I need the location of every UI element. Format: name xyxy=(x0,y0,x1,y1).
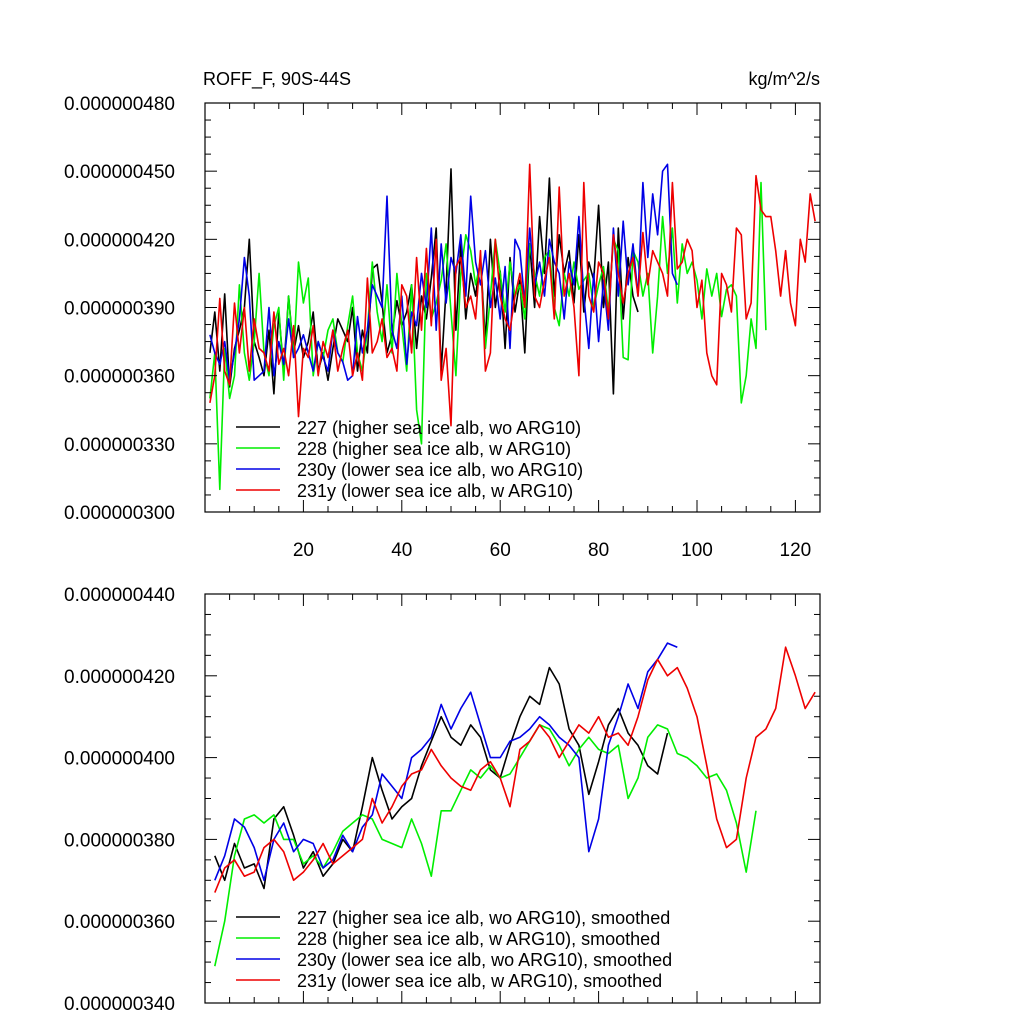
p1-series-line-2 xyxy=(209,163,679,382)
top-panel-raw: ROFF_F, 90S-44S kg/m^2/s 0.0000003000.00… xyxy=(64,69,821,561)
legend-label-3: 231y (lower sea ice alb, w ARG10), smoot… xyxy=(297,971,662,991)
legend-label-2: 230y (lower sea ice alb, wo ARG10), smoo… xyxy=(297,950,672,970)
x-tick-label: 120 xyxy=(780,540,812,561)
top-axes: 0.000000300 0.000000330 0.000000360 0.00000… xyxy=(64,94,821,561)
y-tick-label: 0.000000400 xyxy=(64,749,175,770)
p1-series-line-1 xyxy=(209,181,767,491)
top-legend: 227 (higher sea ice alb, wo ARG10)228 (h… xyxy=(236,418,583,501)
p2-series-line-0 xyxy=(214,666,669,890)
y-tick-label: 0.000000420 xyxy=(64,230,175,251)
y-tick-label: 0.000000420 xyxy=(64,667,175,688)
bottom-panel-smoothed: 0.000000340 0.000000360 0.000000380 0.00000… xyxy=(64,585,821,1015)
y-tick-label: 0.000000450 xyxy=(64,162,175,183)
y-tick-label: 0.000000380 xyxy=(64,830,175,851)
legend-label-1: 228 (higher sea ice alb, w ARG10), smoot… xyxy=(297,929,660,949)
legend-label-3: 231y (lower sea ice alb, w ARG10) xyxy=(297,481,573,501)
y-tick-label: 0.000000360 xyxy=(64,367,175,388)
bottom-legend: 227 (higher sea ice alb, wo ARG10), smoo… xyxy=(236,908,672,991)
p2-series-line-2 xyxy=(214,642,678,882)
chart-units: kg/m^2/s xyxy=(749,69,820,89)
y-tick-label: 0.000000330 xyxy=(64,435,175,456)
bottom-series-lines xyxy=(214,642,816,967)
x-tick-label: 40 xyxy=(391,540,412,561)
y-tick-label: 0.000000440 xyxy=(64,585,175,606)
p2-series-line-3 xyxy=(214,646,816,893)
legend-label-1: 228 (higher sea ice alb, w ARG10) xyxy=(297,439,571,459)
x-tick-label: 100 xyxy=(681,540,713,561)
y-tick-label: 0.000000390 xyxy=(64,299,175,320)
p2-series-line-1 xyxy=(214,724,757,967)
y-tick-label: 0.000000340 xyxy=(64,994,175,1015)
y-tick-label: 0.000000300 xyxy=(64,503,175,524)
chart-title: ROFF_F, 90S-44S xyxy=(203,69,351,90)
x-tick-label: 60 xyxy=(490,540,511,561)
x-tick-label: 80 xyxy=(588,540,609,561)
p1-series-line-3 xyxy=(209,163,816,427)
x-tick-label: 20 xyxy=(293,540,314,561)
bottom-axes: 0.000000340 0.000000360 0.000000380 0.00000… xyxy=(64,585,821,1015)
y-tick-label: 0.000000360 xyxy=(64,912,175,933)
legend-label-0: 227 (higher sea ice alb, wo ARG10) xyxy=(297,418,581,438)
legend-label-0: 227 (higher sea ice alb, wo ARG10), smoo… xyxy=(297,908,670,928)
y-tick-label: 0.000000480 xyxy=(64,94,175,115)
top-series-lines xyxy=(209,163,816,491)
legend-label-2: 230y (lower sea ice alb, wo ARG10) xyxy=(297,460,583,480)
